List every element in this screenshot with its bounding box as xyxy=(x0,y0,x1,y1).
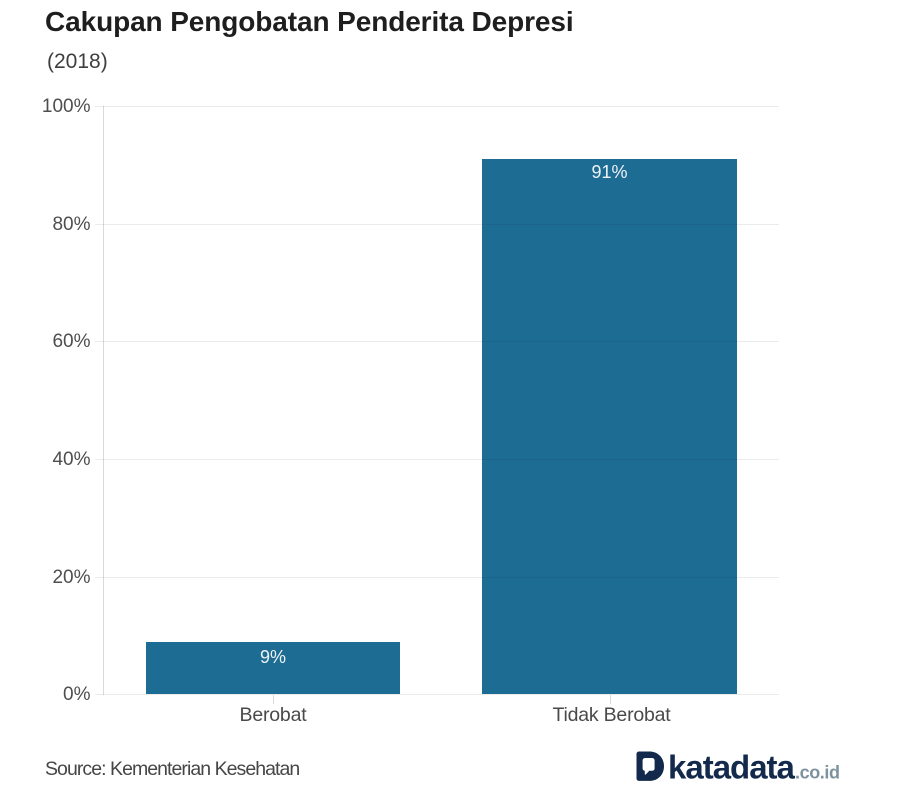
svg-text:katadata: katadata xyxy=(668,751,796,786)
svg-text:.co.id: .co.id xyxy=(795,763,840,783)
